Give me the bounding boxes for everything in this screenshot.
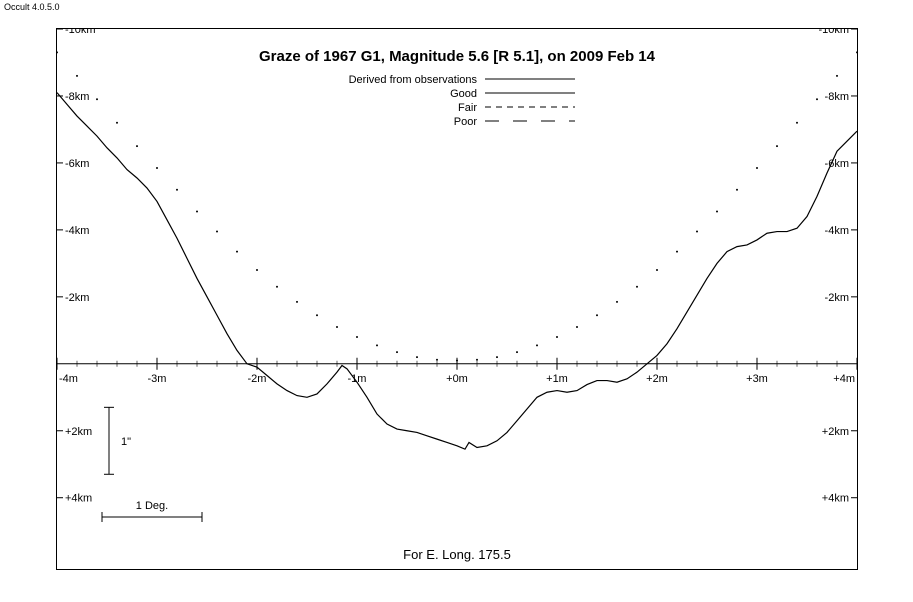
x-tick-label: +4m — [833, 373, 855, 385]
series-mean-limb-dot — [116, 122, 118, 124]
y-tick-label: +4km — [822, 493, 849, 505]
series-mean-limb-dot — [396, 351, 398, 353]
series-mean-limb-dot — [856, 51, 857, 53]
y-tick-label: -10km — [818, 29, 849, 36]
series-mean-limb-dot — [296, 301, 298, 303]
legend-label: Fair — [458, 102, 477, 114]
series-mean-limb-dot — [536, 344, 538, 346]
x-tick-label: -2m — [248, 373, 267, 385]
series-mean-limb-dot — [416, 356, 418, 358]
series-mean-limb-dot — [656, 269, 658, 271]
series-mean-limb-dot — [816, 98, 818, 100]
series-mean-limb-dot — [696, 231, 698, 233]
y-tick-label: -8km — [825, 91, 849, 103]
series-mean-limb-dot — [516, 351, 518, 353]
y-tick-label: -4km — [825, 225, 849, 237]
series-mean-limb-dot — [356, 336, 358, 338]
app-version-label: Occult 4.0.5.0 — [4, 2, 60, 12]
series-mean-limb-dot — [136, 145, 138, 147]
series-mean-limb-dot — [336, 326, 338, 328]
series-mean-limb-dot — [96, 98, 98, 100]
series-mean-limb-dot — [616, 301, 618, 303]
series-mean-limb-dot — [496, 356, 498, 358]
series-mean-limb-dot — [176, 189, 178, 191]
legend-label: Derived from observations — [349, 74, 478, 86]
series-mean-limb-dot — [776, 145, 778, 147]
series-mean-limb-dot — [316, 314, 318, 316]
arcsec-scale-label: 1" — [121, 436, 131, 448]
degree-scale-label: 1 Deg. — [136, 500, 168, 512]
series-mean-limb-dot — [716, 210, 718, 212]
y-tick-label: -8km — [65, 91, 89, 103]
x-tick-label: +0m — [446, 373, 468, 385]
series-mean-limb-dot — [156, 167, 158, 169]
y-tick-label: +2km — [822, 426, 849, 438]
series-mean-limb-dot — [556, 336, 558, 338]
series-mean-limb-dot — [216, 231, 218, 233]
legend-label: Good — [450, 88, 477, 100]
series-mean-limb-dot — [76, 75, 78, 77]
series-mean-limb-dot — [196, 210, 198, 212]
graze-profile-chart: -4m-3m-2m-1m+0m+1m+2m+3m+4m-10km-10km-8k… — [56, 28, 858, 570]
series-mean-limb-dot — [476, 359, 478, 361]
legend-label: Poor — [454, 116, 478, 128]
series-mean-limb-dot — [236, 251, 238, 253]
y-tick-label: -4km — [65, 225, 89, 237]
y-tick-label: +4km — [65, 493, 92, 505]
y-tick-label: -2km — [65, 292, 89, 304]
series-mean-limb-dot — [676, 251, 678, 253]
chart-title: Graze of 1967 G1, Magnitude 5.6 [R 5.1],… — [259, 48, 656, 65]
series-mean-limb-dot — [576, 326, 578, 328]
series-mean-limb-dot — [256, 269, 258, 271]
series-mean-limb-dot — [456, 359, 458, 361]
series-mean-limb-dot — [636, 286, 638, 288]
series-mean-limb-dot — [736, 189, 738, 191]
series-mean-limb-dot — [376, 344, 378, 346]
y-tick-label: -2km — [825, 292, 849, 304]
series-mean-limb-dot — [276, 286, 278, 288]
series-mean-limb-dot — [796, 122, 798, 124]
x-tick-label: -4m — [59, 373, 78, 385]
y-tick-label: -6km — [65, 158, 89, 170]
y-tick-label: -6km — [825, 158, 849, 170]
series-mean-limb-dot — [836, 75, 838, 77]
x-tick-label: +2m — [646, 373, 668, 385]
series-mean-limb-dot — [596, 314, 598, 316]
series-mean-limb-dot — [57, 51, 58, 53]
chart-bottom-label: For E. Long. 175.5 — [403, 547, 511, 562]
series-mean-limb-dot — [436, 359, 438, 361]
y-tick-label: +2km — [65, 426, 92, 438]
series-mean-limb-dot — [756, 167, 758, 169]
x-tick-label: -3m — [148, 373, 167, 385]
y-tick-label: -10km — [65, 29, 96, 36]
x-tick-label: +1m — [546, 373, 568, 385]
series-profile — [57, 93, 857, 450]
x-tick-label: +3m — [746, 373, 768, 385]
